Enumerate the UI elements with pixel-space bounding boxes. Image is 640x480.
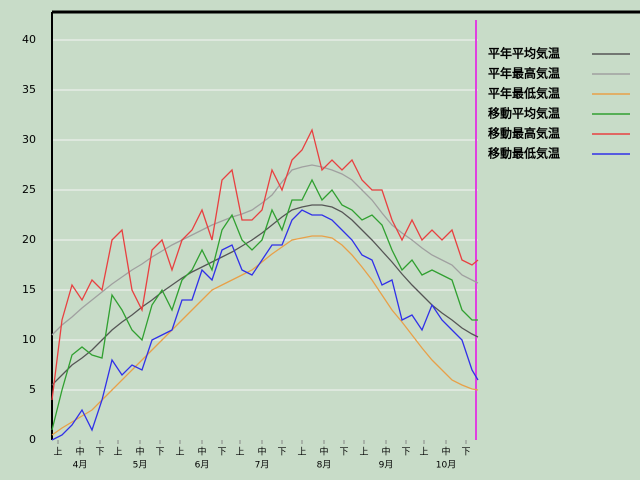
x-tick-label: 下 [155, 448, 164, 458]
x-tick-label: 上 [113, 447, 122, 458]
y-tick-label: 20 [22, 233, 36, 246]
x-tick-label: 下 [461, 448, 470, 458]
x-tick-label: 下 [95, 448, 104, 458]
x-tick-label: 中 [197, 446, 206, 458]
series-line [51, 235, 479, 436]
x-tick-label: 上 [175, 447, 184, 458]
legend-label: 移動最高気温 [488, 126, 560, 141]
series-line [51, 178, 478, 431]
x-tick-label: 上 [53, 447, 62, 458]
series-line [51, 204, 479, 386]
series-line [51, 128, 479, 401]
month-label: 6月 [195, 460, 210, 471]
x-tick-label: 下 [277, 448, 286, 458]
month-label: 7月 [255, 460, 270, 471]
x-tick-label: 中 [319, 446, 328, 458]
y-tick-label: 5 [29, 383, 36, 396]
y-tick-label: 0 [29, 433, 36, 446]
x-tick-label: 上 [359, 447, 368, 458]
legend-label: 移動平均気温 [488, 106, 560, 121]
x-tick-label: 下 [217, 448, 226, 458]
x-tick-label: 下 [401, 448, 410, 458]
series-line [51, 164, 479, 336]
x-tick-label: 中 [135, 446, 144, 458]
series-line [51, 209, 479, 441]
x-tick-label: 中 [381, 446, 390, 458]
y-tick-label: 15 [22, 283, 36, 296]
month-label: 5月 [133, 460, 148, 471]
month-label: 8月 [317, 460, 332, 471]
y-tick-label: 10 [22, 333, 36, 346]
legend-label: 平年平均気温 [488, 46, 560, 61]
x-tick-label: 上 [419, 447, 428, 458]
month-label: 4月 [73, 460, 88, 471]
legend-label: 平年最低気温 [488, 86, 560, 101]
legend-label: 移動最低気温 [488, 146, 560, 161]
x-tick-label: 上 [235, 447, 244, 458]
x-tick-label: 中 [75, 446, 84, 458]
y-tick-label: 35 [22, 83, 36, 96]
x-tick-label: 中 [441, 446, 450, 458]
x-tick-label: 中 [257, 446, 266, 458]
x-tick-label: 上 [297, 447, 306, 458]
y-tick-label: 25 [22, 183, 36, 196]
month-label: 10月 [436, 460, 456, 471]
month-label: 9月 [379, 460, 394, 471]
y-tick-label: 40 [22, 33, 36, 46]
x-tick-label: 下 [339, 448, 348, 458]
y-tick-label: 30 [22, 133, 36, 146]
legend-label: 平年最高気温 [488, 66, 560, 81]
